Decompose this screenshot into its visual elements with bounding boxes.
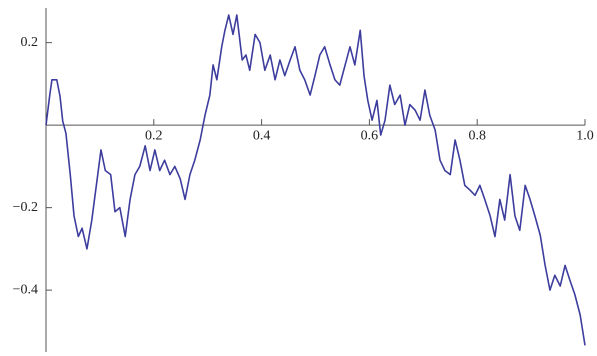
y-tick-label: −0.2: [13, 200, 38, 215]
x-tick-label: 0.2: [145, 128, 163, 143]
x-tick-label: 0.4: [253, 128, 271, 143]
y-tick-label: −0.4: [13, 282, 38, 297]
x-tick-label: 0.8: [468, 128, 486, 143]
x-tick-label: 0.6: [361, 128, 379, 143]
y-tick-label: 0.2: [21, 35, 39, 50]
line-series: [45, 14, 586, 346]
x-tick-label: 1.0: [576, 128, 594, 143]
